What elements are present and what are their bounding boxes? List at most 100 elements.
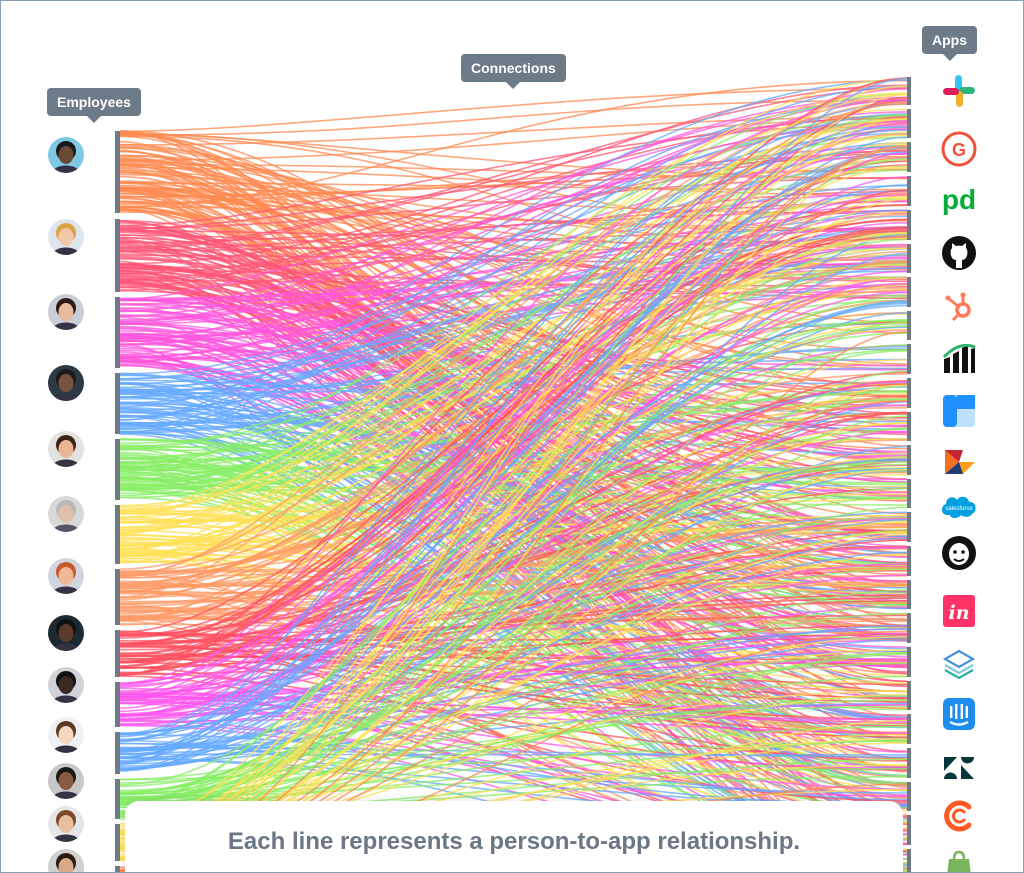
connection-line <box>119 99 908 696</box>
app-bar <box>907 849 911 872</box>
employee-1-avatar[interactable] <box>48 137 84 173</box>
c-logo-icon[interactable] <box>939 796 979 836</box>
connection-line <box>119 77 908 668</box>
connection-line <box>119 380 908 575</box>
github-icon[interactable] <box>939 233 979 273</box>
intercom-icon[interactable] <box>939 694 979 734</box>
board-app-icon[interactable] <box>939 391 979 431</box>
connection-line <box>119 151 908 736</box>
connection-line <box>119 119 908 709</box>
connection-line <box>119 193 908 336</box>
app-bar <box>907 277 911 307</box>
app-bar <box>907 714 911 744</box>
connection-line <box>119 545 908 669</box>
app-bar <box>907 210 911 240</box>
connection-line <box>119 551 908 750</box>
connection-line <box>119 180 908 262</box>
app-bar <box>907 445 911 475</box>
app-bar <box>907 647 911 677</box>
shopify-icon[interactable] <box>939 847 979 872</box>
employee-bar <box>115 297 120 368</box>
employee-bar <box>115 732 120 774</box>
employee-2-avatar[interactable] <box>48 219 84 255</box>
connection-line <box>119 513 908 586</box>
connection-line <box>119 113 908 735</box>
app-bar <box>907 512 911 542</box>
employee-bar <box>115 373 120 434</box>
app-bar <box>907 412 911 441</box>
salesforce-icon[interactable]: salesforce <box>939 486 979 526</box>
connection-line <box>119 604 908 798</box>
app-bar <box>907 244 911 273</box>
hubspot-icon[interactable] <box>939 287 979 327</box>
connection-line <box>119 171 908 419</box>
connection-line <box>119 471 908 576</box>
employee-bar <box>115 682 120 727</box>
employee-13-avatar[interactable] <box>48 849 84 872</box>
bar-chart-logo-icon[interactable] <box>939 339 979 379</box>
g2-icon[interactable]: G <box>939 129 979 169</box>
connection-line <box>119 145 908 738</box>
connection-line <box>119 87 908 249</box>
connection-line <box>119 153 908 230</box>
invision-icon[interactable]: in <box>939 591 979 631</box>
employee-3-avatar[interactable] <box>48 294 84 330</box>
employee-8-avatar[interactable] <box>48 615 84 651</box>
employee-bar <box>115 219 120 292</box>
connection-line <box>119 93 908 469</box>
employee-4-avatar[interactable] <box>48 365 84 401</box>
connection-line <box>119 381 908 698</box>
connection-line <box>119 487 908 506</box>
zendesk-icon[interactable] <box>939 747 979 787</box>
apps-label: Apps <box>922 26 977 61</box>
connection-line <box>119 78 908 770</box>
slack-icon[interactable] <box>939 71 979 111</box>
mailchimp-icon[interactable] <box>939 533 979 573</box>
connection-line <box>119 195 908 837</box>
connection-line <box>119 636 908 755</box>
employee-7-avatar[interactable] <box>48 558 84 594</box>
employee-5-avatar[interactable] <box>48 431 84 467</box>
connection-line <box>119 410 908 550</box>
connection-line <box>119 612 908 781</box>
employee-9-avatar[interactable] <box>48 667 84 703</box>
connection-line <box>119 103 908 766</box>
employee-10-avatar[interactable] <box>48 717 84 753</box>
employees-label: Employees <box>47 88 141 123</box>
connection-line <box>119 415 908 805</box>
connection-line <box>119 328 908 825</box>
connection-line <box>119 312 908 752</box>
layers-icon[interactable] <box>939 643 979 683</box>
connection-line <box>119 142 908 380</box>
employee-6-avatar[interactable] <box>48 496 84 532</box>
pagerduty-icon[interactable]: pd <box>939 181 979 221</box>
svg-text:G: G <box>952 140 966 160</box>
connection-line <box>119 460 908 664</box>
segment-bars <box>115 77 911 872</box>
app-bar <box>907 815 911 845</box>
connection-line <box>119 753 908 756</box>
connection-line <box>119 78 908 512</box>
app-bar <box>907 344 911 374</box>
connection-line <box>119 114 908 786</box>
connection-line <box>119 129 908 772</box>
app-bar <box>907 142 911 172</box>
employee-11-avatar[interactable] <box>48 763 84 799</box>
connection-line <box>119 132 908 463</box>
pagerduty-logo-text: pd <box>942 184 976 215</box>
employee-12-avatar[interactable] <box>48 806 84 842</box>
connection-line <box>119 233 908 763</box>
connection-line <box>119 184 908 758</box>
connection-line <box>119 122 908 702</box>
app-bar <box>907 546 911 576</box>
employee-bar <box>115 439 120 500</box>
employee-bar <box>115 569 120 625</box>
connection-line <box>119 210 908 244</box>
connection-line <box>119 165 908 832</box>
connection-line <box>119 108 908 550</box>
connection-line <box>119 487 908 636</box>
app-bar <box>907 748 911 778</box>
kite-logo-icon[interactable] <box>939 442 979 482</box>
connection-line <box>119 279 908 287</box>
app-bar <box>907 176 911 206</box>
